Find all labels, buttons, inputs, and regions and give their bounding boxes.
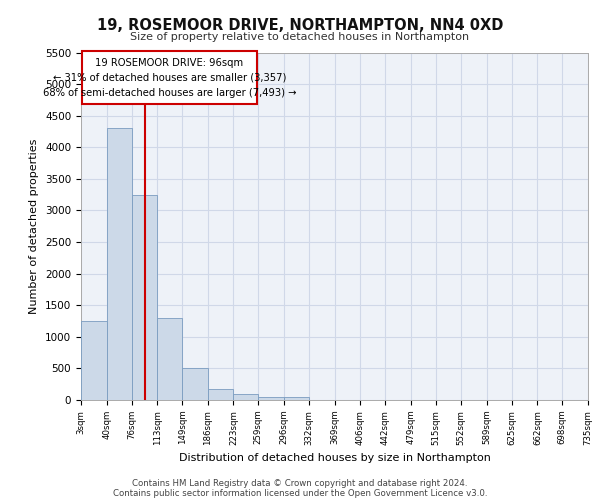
Bar — [157, 318, 182, 400]
Bar — [81, 321, 107, 400]
Text: ← 31% of detached houses are smaller (3,357): ← 31% of detached houses are smaller (3,… — [53, 73, 286, 83]
Text: Contains HM Land Registry data © Crown copyright and database right 2024.: Contains HM Land Registry data © Crown c… — [132, 478, 468, 488]
Text: 19, ROSEMOOR DRIVE, NORTHAMPTON, NN4 0XD: 19, ROSEMOOR DRIVE, NORTHAMPTON, NN4 0XD — [97, 18, 503, 32]
Y-axis label: Number of detached properties: Number of detached properties — [29, 138, 40, 314]
Bar — [107, 128, 131, 400]
Bar — [284, 397, 309, 400]
Bar — [131, 194, 157, 400]
Bar — [259, 396, 284, 400]
Text: 19 ROSEMOOR DRIVE: 96sqm: 19 ROSEMOOR DRIVE: 96sqm — [95, 58, 244, 68]
Bar — [233, 394, 259, 400]
Text: Contains public sector information licensed under the Open Government Licence v3: Contains public sector information licen… — [113, 488, 487, 498]
Text: 68% of semi-detached houses are larger (7,493) →: 68% of semi-detached houses are larger (… — [43, 88, 296, 98]
Text: Size of property relative to detached houses in Northampton: Size of property relative to detached ho… — [130, 32, 470, 42]
Bar — [182, 368, 208, 400]
X-axis label: Distribution of detached houses by size in Northampton: Distribution of detached houses by size … — [179, 453, 490, 463]
Bar — [82, 51, 257, 104]
Bar — [208, 389, 233, 400]
